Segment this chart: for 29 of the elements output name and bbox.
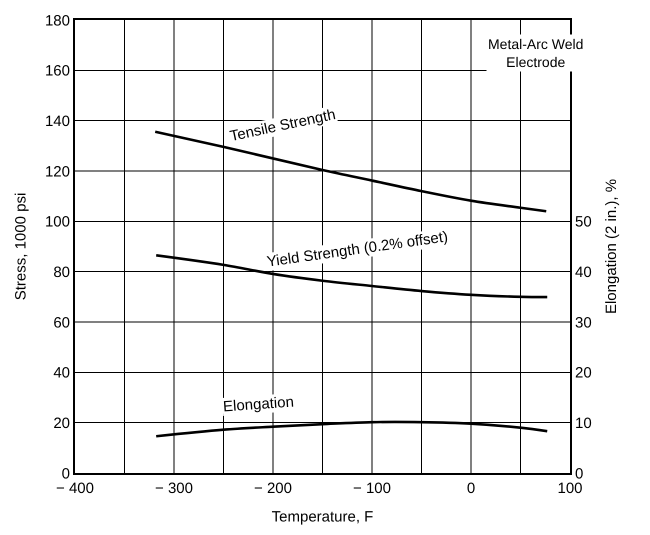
y-tick-label: 20 (53, 414, 70, 432)
y-tick-label: 100 (44, 214, 70, 231)
text: Tensile Strength (228, 106, 338, 146)
x-tick-label: − 100 (353, 480, 391, 497)
x-tick-label: 0 (466, 480, 476, 497)
y2-tick-label: 30 (575, 314, 592, 332)
y-tick-label: 40 (53, 364, 70, 382)
y2-axis-title: Elongation (2 in.), % (603, 178, 620, 314)
y-tick-label: 120 (44, 163, 70, 180)
x-tick-label: − 300 (155, 480, 193, 497)
y-tick-label: 80 (53, 264, 70, 281)
series-label: Elongation (222, 394, 294, 416)
y-tick-label: 140 (44, 112, 70, 130)
y2-tick-label: 50 (575, 214, 592, 231)
x-tick-label: − 200 (254, 480, 292, 497)
annotation: Metal-Arc Weld Electrode (488, 36, 584, 70)
x-tick-label: − 400 (56, 480, 94, 497)
y-tick-label: 60 (53, 314, 70, 332)
x-axis-title: Temperature, F (272, 508, 374, 526)
y-axis-title: Stress, 1000 psi (12, 192, 30, 300)
y-tick-label: 180 (44, 12, 70, 30)
y2-tick-label: 0 (575, 465, 584, 482)
y2-tick-label: 10 (575, 414, 592, 432)
x-tick-label: 100 (557, 480, 583, 497)
y2-tick-label: 40 (575, 264, 592, 281)
text: Yield Strength (0.2% offset) (266, 228, 449, 271)
y-tick-label: 160 (44, 62, 70, 80)
y2-tick-label: 20 (575, 364, 592, 382)
y-tick-label: 0 (62, 465, 70, 482)
